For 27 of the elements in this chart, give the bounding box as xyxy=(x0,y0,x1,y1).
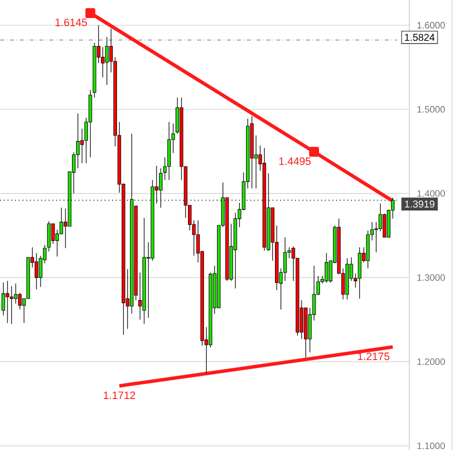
ref-line-label: 1.3919 xyxy=(405,200,434,208)
candlestick xyxy=(18,292,22,310)
data-label: 1.1712 xyxy=(104,392,136,399)
ref-line-label: 1.5824 xyxy=(405,34,435,41)
y-tick-label: 1.2000 xyxy=(417,358,445,365)
candlestick xyxy=(382,213,386,238)
data-label: 1.4495 xyxy=(279,157,311,165)
y-tick-label: 1.4000 xyxy=(417,190,445,197)
data-label: 1.2175 xyxy=(358,352,390,360)
candlestick xyxy=(76,113,80,169)
candlestick xyxy=(34,252,38,290)
candlestick xyxy=(47,220,51,252)
candlestick xyxy=(324,252,328,283)
candlestick xyxy=(105,36,109,86)
y-tick-label: 1.5000 xyxy=(417,106,445,113)
candlestick xyxy=(51,223,55,244)
candlestick xyxy=(10,286,14,324)
candlestick xyxy=(283,236,287,282)
candlestick xyxy=(158,168,163,208)
candlestick xyxy=(14,283,18,304)
candlestick xyxy=(6,280,10,324)
y-tick-label: 1.6000 xyxy=(417,22,445,29)
data-label: 1.6145 xyxy=(56,18,87,26)
candlestick xyxy=(2,282,6,316)
candlestick xyxy=(100,46,105,78)
y-tick-label: 1.1000 xyxy=(417,442,445,450)
y-tick-label: 1.3000 xyxy=(417,274,445,281)
